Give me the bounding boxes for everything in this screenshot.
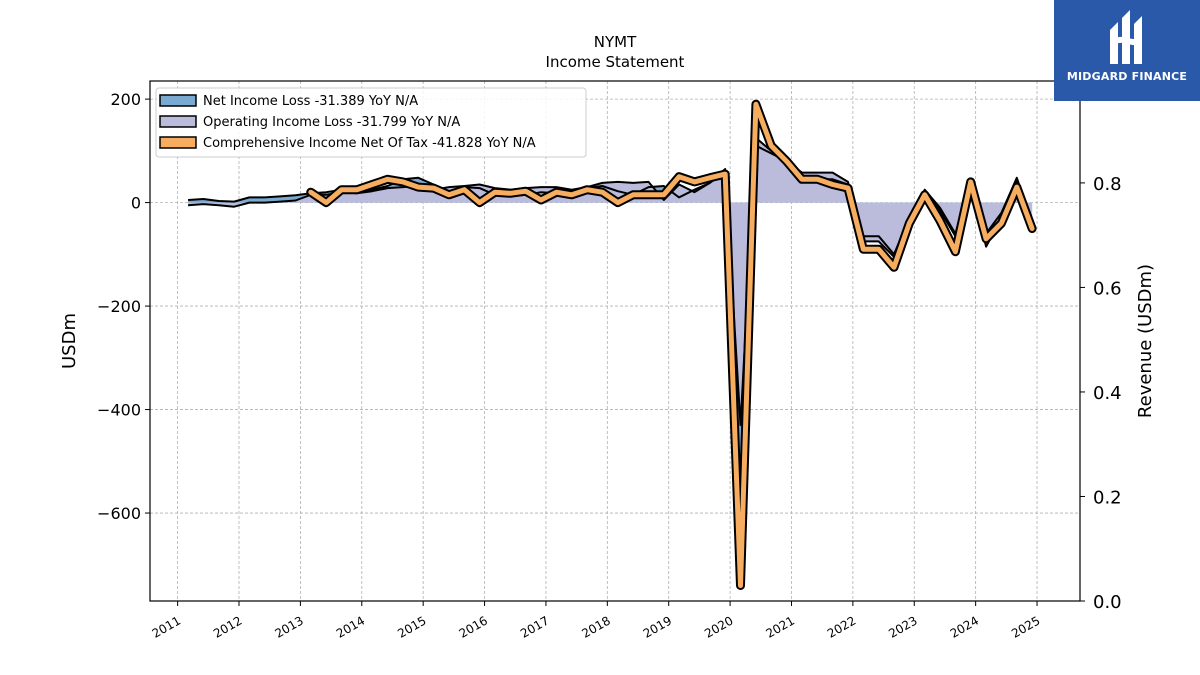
chart-title: NYMT	[594, 33, 637, 51]
y-right-tick-label: 0.2	[1093, 487, 1122, 508]
legend-swatch	[159, 115, 197, 128]
midgard-monogram-icon	[1110, 10, 1142, 64]
y-right-tick-label: 0.8	[1093, 174, 1122, 195]
legend-label: Net Income Loss -31.389 YoY N/A	[203, 94, 418, 109]
net_income-line	[188, 144, 1034, 587]
legend-swatch	[159, 136, 197, 149]
y-tick-label: −600	[97, 504, 141, 523]
y-right-tick-label: 0.0	[1093, 592, 1122, 613]
plot-frame	[149, 80, 1081, 602]
y-axis-label: USDm	[59, 313, 80, 369]
y-tick-label: −400	[97, 401, 141, 420]
operating_income-line	[188, 136, 1034, 427]
y-right-tick-label: 0.4	[1093, 383, 1122, 404]
legend-swatch	[159, 94, 197, 107]
y-tick-label: −200	[97, 297, 141, 316]
chart-subtitle: Income Statement	[546, 53, 685, 71]
legend-label: Comprehensive Income Net Of Tax -41.828 …	[203, 136, 536, 151]
legend: Net Income Loss -31.389 YoY N/A Operating…	[155, 87, 587, 158]
legend-box	[155, 87, 587, 158]
y-tick-label: 0	[131, 194, 141, 213]
legend-label: Operating Income Loss -31.799 YoY N/A	[203, 115, 460, 130]
y-axis-right-label: Revenue (USDm)	[1135, 264, 1156, 418]
y-tick-label: 200	[110, 90, 141, 109]
brand-logo: MIDGARD FINANCE	[1054, 0, 1200, 101]
y-right-tick-label: 0.6	[1093, 278, 1122, 299]
comprehensive_income-line	[308, 101, 1035, 588]
brand-logo-text: MIDGARD FINANCE	[1066, 70, 1188, 83]
